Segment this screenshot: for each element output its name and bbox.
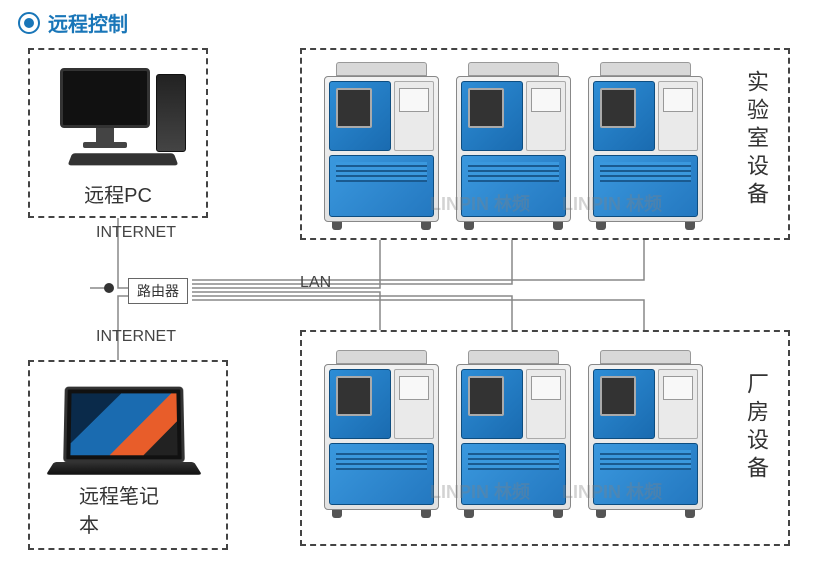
remote-pc-box: 远程PC: [28, 48, 208, 218]
lab-chamber-1: [324, 62, 439, 230]
lan-label: LAN: [300, 274, 331, 292]
title-text: 远程控制: [48, 8, 128, 37]
remote-laptop-label: 远程笔记本: [79, 480, 177, 538]
remote-laptop-box: 远程笔记本: [28, 360, 228, 550]
internet-label-top: INTERNET: [96, 224, 176, 242]
remote-pc-label: 远程PC: [84, 179, 152, 208]
diagram-title: 远程控制: [18, 8, 128, 37]
lab-chamber-3: [588, 62, 703, 230]
factory-chamber-2: [456, 350, 571, 518]
router-node-icon: [104, 283, 114, 293]
internet-label-bottom: INTERNET: [96, 328, 176, 346]
factory-chamber-3: [588, 350, 703, 518]
factory-equipment-label: 厂房设备: [740, 372, 772, 484]
desktop-pc-icon: [60, 68, 150, 148]
target-icon: [18, 12, 40, 34]
lab-equipment-label: 实验室设备: [740, 70, 772, 210]
factory-chamber-1: [324, 350, 439, 518]
laptop-icon: [64, 386, 194, 482]
lab-chamber-2: [456, 62, 571, 230]
router-label: 路由器: [128, 278, 188, 304]
